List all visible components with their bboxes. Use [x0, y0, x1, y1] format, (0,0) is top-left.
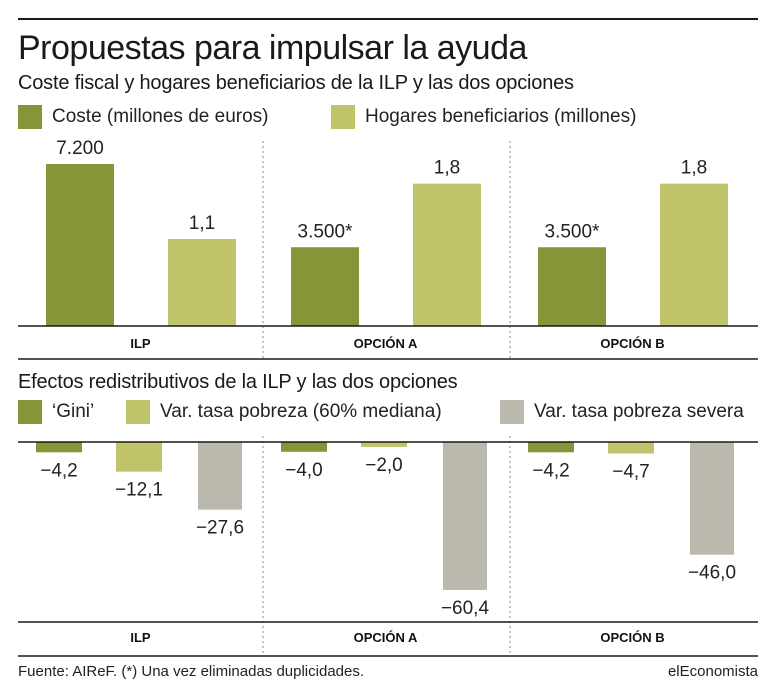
bar-coste-millones-de-eu-opcion-a [291, 247, 359, 326]
data-label: −60,4 [441, 598, 490, 619]
chart2-legend: ‘Gini’ Var. tasa pobreza (60% mediana) V… [18, 399, 758, 425]
data-label: 3.500* [298, 221, 354, 242]
legend-swatch-pobreza-60 [126, 400, 150, 424]
bar-coste-millones-de-eu-ilp [46, 164, 114, 326]
chart1-legend: Coste (millones de euros) Hogares benefi… [18, 104, 758, 130]
chart1-subtitle: Coste fiscal y hogares beneficiarios de … [18, 72, 574, 94]
bar-gini-opcion-a [281, 442, 327, 452]
category-label-opcion-b: OPCIÓN B [600, 630, 664, 645]
legend-label-pobreza-severa: Var. tasa pobreza severa [534, 401, 744, 422]
legend-swatch-gini [18, 400, 42, 424]
category-label-ilp: ILP [130, 336, 151, 351]
chart-coste-hogares: 7.200 1,1 ILP 3.500* 1,8 OPCIÓN A 3.500* 1,8 OPC… [18, 138, 758, 360]
legend-item-coste: Coste (millones de euros) [18, 104, 318, 130]
data-label: 7.200 [56, 138, 104, 159]
legend-item-hogares: Hogares beneficiarios (millones) [331, 104, 691, 130]
data-label: −12,1 [115, 480, 163, 501]
bar-var-tasa-pobreza-sev-opcion-a [443, 442, 487, 590]
data-label: −4,2 [40, 460, 78, 481]
bar-var-tasa-pobreza-60--ilp [116, 442, 162, 472]
legend-label-hogares: Hogares beneficiarios (millones) [365, 106, 637, 127]
legend-label-coste: Coste (millones de euros) [52, 106, 269, 127]
legend-label-gini: ‘Gini’ [52, 401, 95, 422]
data-label: 1,8 [681, 158, 707, 179]
legend-item-pobreza-severa: Var. tasa pobreza severa [500, 399, 760, 425]
legend-swatch-hogares [331, 105, 355, 129]
data-label: 1,1 [189, 213, 215, 234]
data-label: −2,0 [365, 455, 403, 476]
legend-swatch-pobreza-severa [500, 400, 524, 424]
brand-logo-text: elEconomista [667, 663, 758, 680]
bar-gini-opcion-b [528, 442, 574, 453]
top-rule [18, 18, 758, 20]
legend-item-gini: ‘Gini’ [18, 399, 128, 425]
category-label-opcion-a: OPCIÓN A [354, 630, 418, 645]
data-label: −4,7 [612, 462, 650, 483]
chart2-subtitle: Efectos redistributivos de la ILP y las … [18, 371, 458, 393]
data-label: 1,8 [434, 158, 460, 179]
data-label: 3.500* [545, 221, 601, 242]
bar-hogares-beneficiario-opcion-a [413, 183, 481, 326]
legend-label-pobreza-60: Var. tasa pobreza (60% mediana) [160, 401, 442, 422]
chart-efectos-redistributivos: −4,2 −12,1 −27,6 ILP −4,0 −2,0 −60,4 OPCIÓN A −4… [18, 436, 758, 657]
category-label-opcion-a: OPCIÓN A [354, 336, 418, 351]
bar-var-tasa-pobreza-sev-opcion-b [690, 442, 734, 555]
bar-gini-ilp [36, 442, 82, 453]
category-label-ilp: ILP [130, 630, 151, 645]
legend-swatch-coste [18, 105, 42, 129]
page-title: Propuestas para impulsar la ayuda [18, 29, 527, 67]
source-note: Fuente: AIReF. (*) Una vez eliminadas du… [18, 663, 365, 680]
bar-hogares-beneficiario-ilp [168, 239, 236, 326]
data-label: −27,6 [196, 518, 244, 539]
bar-coste-millones-de-eu-opcion-b [538, 247, 606, 326]
bar-hogares-beneficiario-opcion-b [660, 183, 728, 326]
bar-var-tasa-pobreza-60--opcion-a [361, 442, 407, 447]
legend-item-pobreza-60: Var. tasa pobreza (60% mediana) [126, 399, 496, 425]
data-label: −46,0 [688, 563, 736, 584]
bar-var-tasa-pobreza-60--opcion-b [608, 442, 654, 454]
bar-var-tasa-pobreza-sev-ilp [198, 442, 242, 510]
category-label-opcion-b: OPCIÓN B [600, 336, 664, 351]
data-label: −4,0 [285, 460, 323, 481]
data-label: −4,2 [532, 460, 570, 481]
